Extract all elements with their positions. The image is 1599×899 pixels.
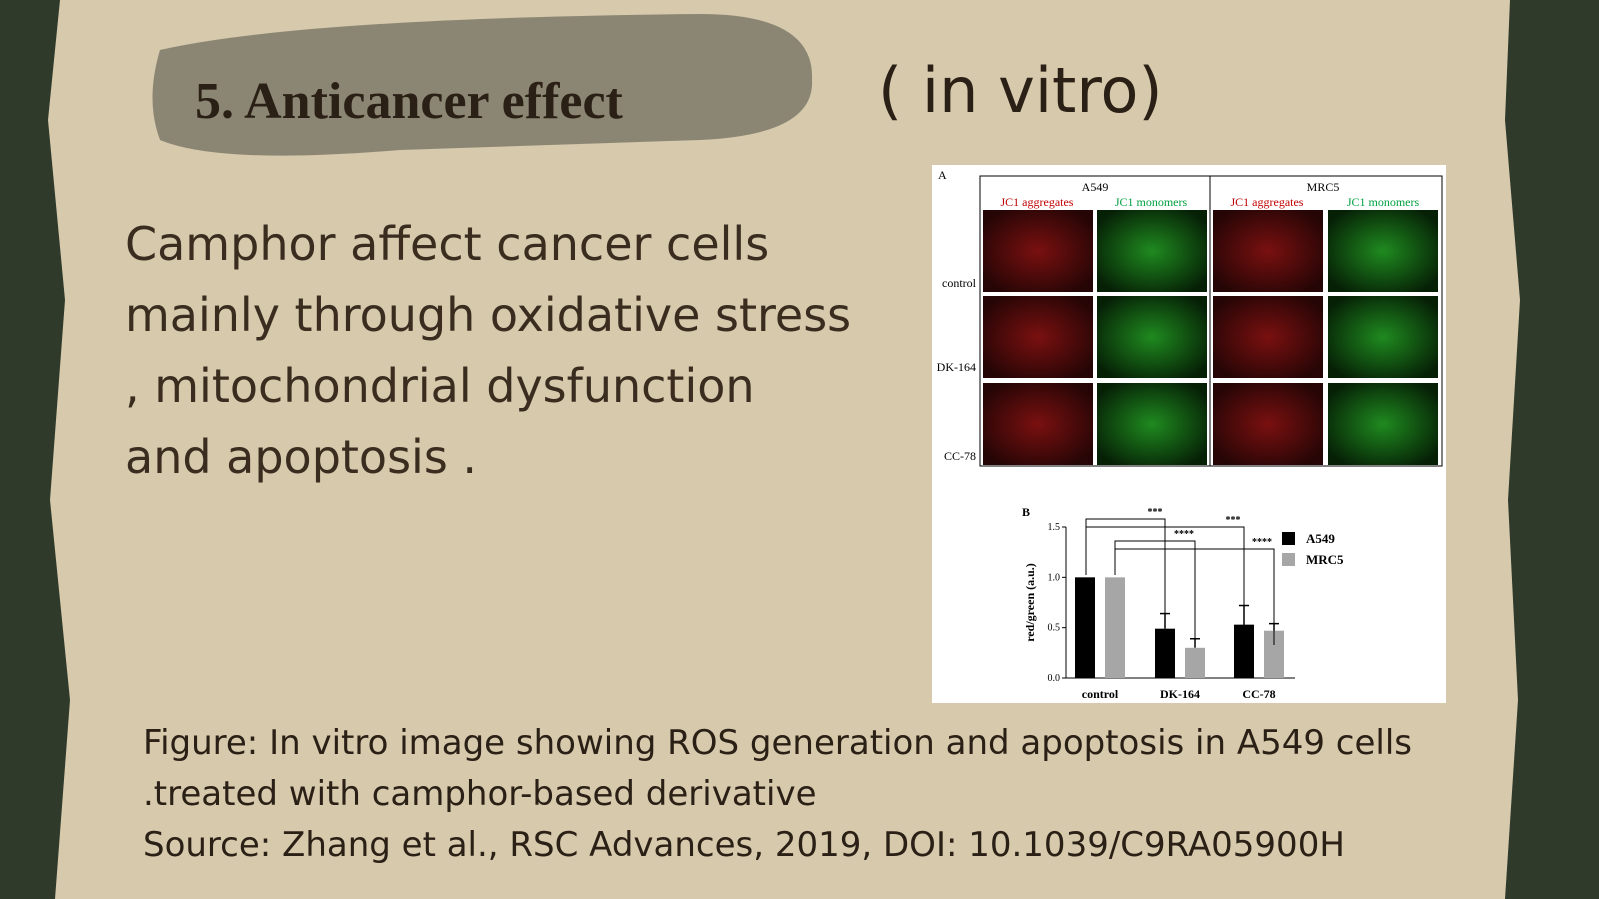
significance-bracket [1085,526,1245,625]
body-line: mainly through oxidative stress [125,288,851,342]
micro-image [1097,296,1207,378]
micro-image [1097,383,1207,465]
y-tick-label: 0.5 [1048,623,1061,634]
panel-label: A [938,168,947,182]
microscopy-grid [983,210,1438,465]
legend-swatch [1282,532,1295,545]
bar [1155,628,1175,678]
subtitle: ( in vitro) [878,54,1163,127]
y-tick-label: 1.5 [1048,522,1061,533]
significance-label: *** [1226,515,1241,526]
channel-label: JC1 aggregates [1231,195,1304,209]
body-line: Camphor affect cancer cells [125,217,769,271]
x-tick-label: control [1082,687,1119,701]
row-label: DK-164 [937,360,976,374]
y-axis-label: red/green (a.u.) [1023,563,1037,642]
caption-line: .treated with camphor-based derivative [143,774,817,814]
row-label: CC-78 [944,449,976,463]
caption-line: Source: Zhang et al., RSC Advances, 2019… [143,825,1345,865]
x-tick-label: DK-164 [1160,687,1200,701]
x-tick-label: CC-78 [1242,687,1275,701]
group-label: MRC5 [1307,180,1340,194]
legend-label: A549 [1306,531,1335,546]
micro-image [1328,296,1438,378]
micro-image [1213,383,1323,465]
channel-label: JC1 aggregates [1001,195,1074,209]
micro-image [1213,210,1323,292]
micro-image [983,296,1093,378]
body-line: , mitochondrial dysfunction [125,359,755,413]
y-tick-label: 0.0 [1048,673,1061,684]
bar [1185,647,1205,678]
channel-label: JC1 monomers [1347,195,1420,209]
significance-bracket [1114,548,1275,645]
significance-label: *** [1148,507,1163,518]
micro-image [983,383,1093,465]
micro-image [1097,210,1207,292]
body-line: and apoptosis . [125,430,477,484]
group-label: A549 [1082,180,1109,194]
panel-a-frame [979,175,1443,467]
row-label: control [942,276,977,290]
micro-image [983,210,1093,292]
bar [1234,624,1254,678]
bar [1264,630,1284,678]
micro-image [1328,383,1438,465]
y-tick-label: 1.0 [1048,572,1061,583]
panel-label: B [1022,505,1030,519]
significance-label: **** [1174,529,1194,540]
legend-swatch [1282,553,1295,566]
caption-line: Figure: In vitro image showing ROS gener… [143,723,1412,763]
channel-label: JC1 monomers [1115,195,1188,209]
legend-label: MRC5 [1306,552,1344,567]
micro-image [1328,210,1438,292]
title-blob [152,14,813,156]
micro-image [1213,296,1323,378]
bar [1105,577,1125,678]
title: 5. Anticancer effect [195,73,624,130]
significance-label: **** [1252,537,1272,548]
bar [1075,577,1095,678]
bar-chart: 0.0 0.5 1.0 1.5 red/green (a.u.) control DK-16… [1023,507,1344,701]
